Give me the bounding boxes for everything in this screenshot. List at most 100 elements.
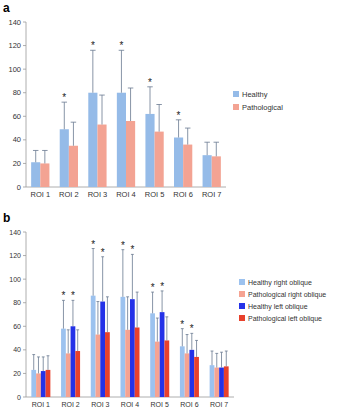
legend-label: Pathological left oblique [248, 315, 322, 323]
x-tick-label: ROI 1 [32, 401, 50, 408]
bar [145, 114, 154, 187]
error-bar [32, 355, 35, 370]
y-tick [23, 92, 26, 93]
y-tick-label: 40 [13, 135, 21, 144]
legend-label: Pathological [242, 103, 283, 112]
legend-swatch [233, 91, 239, 97]
bar [155, 342, 160, 397]
legend-label: Healthy right oblique [248, 279, 312, 287]
bar [91, 296, 96, 397]
bar [105, 332, 110, 397]
error-bar [90, 50, 95, 92]
bar [100, 302, 105, 397]
significance-mark: * [160, 281, 164, 292]
y-tick-label: 20 [13, 370, 21, 377]
error-stem [33, 355, 34, 370]
error-bar [131, 254, 134, 299]
x-tick-label: ROI 5 [145, 190, 165, 199]
error-cap [215, 353, 218, 354]
bar [120, 297, 125, 397]
x-tick-label: ROI 7 [202, 190, 222, 199]
y-tick [23, 45, 26, 46]
error-bar [204, 142, 209, 155]
y-axis [26, 232, 27, 397]
error-stem [187, 128, 188, 145]
legend-label: Healthy [242, 90, 268, 99]
bar [46, 370, 51, 397]
y-tick-label: 0 [17, 394, 21, 401]
error-stem [152, 292, 153, 313]
bar [214, 368, 219, 397]
bar [135, 327, 140, 397]
bar [126, 121, 135, 187]
error-stem [92, 50, 93, 92]
y-tick [23, 373, 26, 374]
error-stem [196, 340, 197, 357]
error-stem [226, 351, 227, 366]
y-tick-label: 80 [13, 299, 21, 306]
error-stem [132, 254, 133, 299]
significance-mark: * [91, 239, 95, 250]
y-tick-label: 20 [13, 159, 21, 168]
error-cap [71, 122, 76, 123]
error-cap [33, 150, 38, 151]
y-axis [26, 22, 27, 187]
x-tick-label: ROI 4 [121, 401, 139, 408]
bar [31, 370, 36, 397]
y-tick [23, 349, 26, 350]
error-stem [47, 356, 48, 370]
error-bar [136, 292, 139, 327]
legend-label: Pathological right oblique [248, 291, 326, 299]
y-tick [23, 187, 26, 188]
significance-mark: * [130, 244, 134, 255]
error-stem [191, 333, 192, 350]
error-bar [128, 88, 133, 121]
bar [155, 132, 164, 187]
y-tick-label: 100 [9, 276, 21, 283]
x-tick-label: ROI 7 [210, 401, 228, 408]
error-stem [216, 142, 217, 156]
marks [31, 249, 228, 398]
error-stem [44, 150, 45, 163]
bar [71, 326, 76, 397]
error-bar [225, 351, 228, 366]
y-tick [23, 279, 26, 280]
error-cap [185, 128, 190, 129]
error-stem [127, 297, 128, 330]
bar [189, 350, 194, 397]
error-bar [161, 291, 164, 312]
error-stem [166, 317, 167, 341]
error-bar [220, 352, 223, 367]
legend-label: Healthy left oblique [248, 303, 308, 311]
error-bar [33, 150, 38, 162]
error-stem [122, 250, 123, 297]
error-stem [93, 249, 94, 296]
significance-mark: * [151, 282, 155, 293]
y-tick-label: 140 [8, 18, 21, 27]
error-stem [130, 88, 131, 121]
error-cap [165, 316, 168, 317]
error-bar [47, 356, 50, 370]
bar [164, 340, 169, 397]
error-bar [214, 142, 219, 156]
bar [183, 145, 192, 187]
error-cap [220, 352, 223, 353]
error-bar [67, 330, 70, 354]
error-stem [178, 120, 179, 138]
bar [150, 313, 155, 397]
error-stem [159, 105, 160, 132]
bar [185, 353, 190, 397]
bar [117, 93, 126, 187]
significance-mark: * [119, 40, 123, 51]
error-stem [63, 300, 64, 328]
x-tick-label: ROI 2 [59, 190, 79, 199]
error-stem [68, 330, 69, 354]
error-cap [211, 351, 214, 352]
error-stem [212, 351, 213, 365]
error-bar [62, 102, 67, 129]
bar [41, 371, 46, 397]
error-bar [185, 128, 190, 145]
error-bar [72, 300, 75, 326]
error-bar [147, 87, 152, 114]
significance-mark: * [177, 110, 181, 121]
